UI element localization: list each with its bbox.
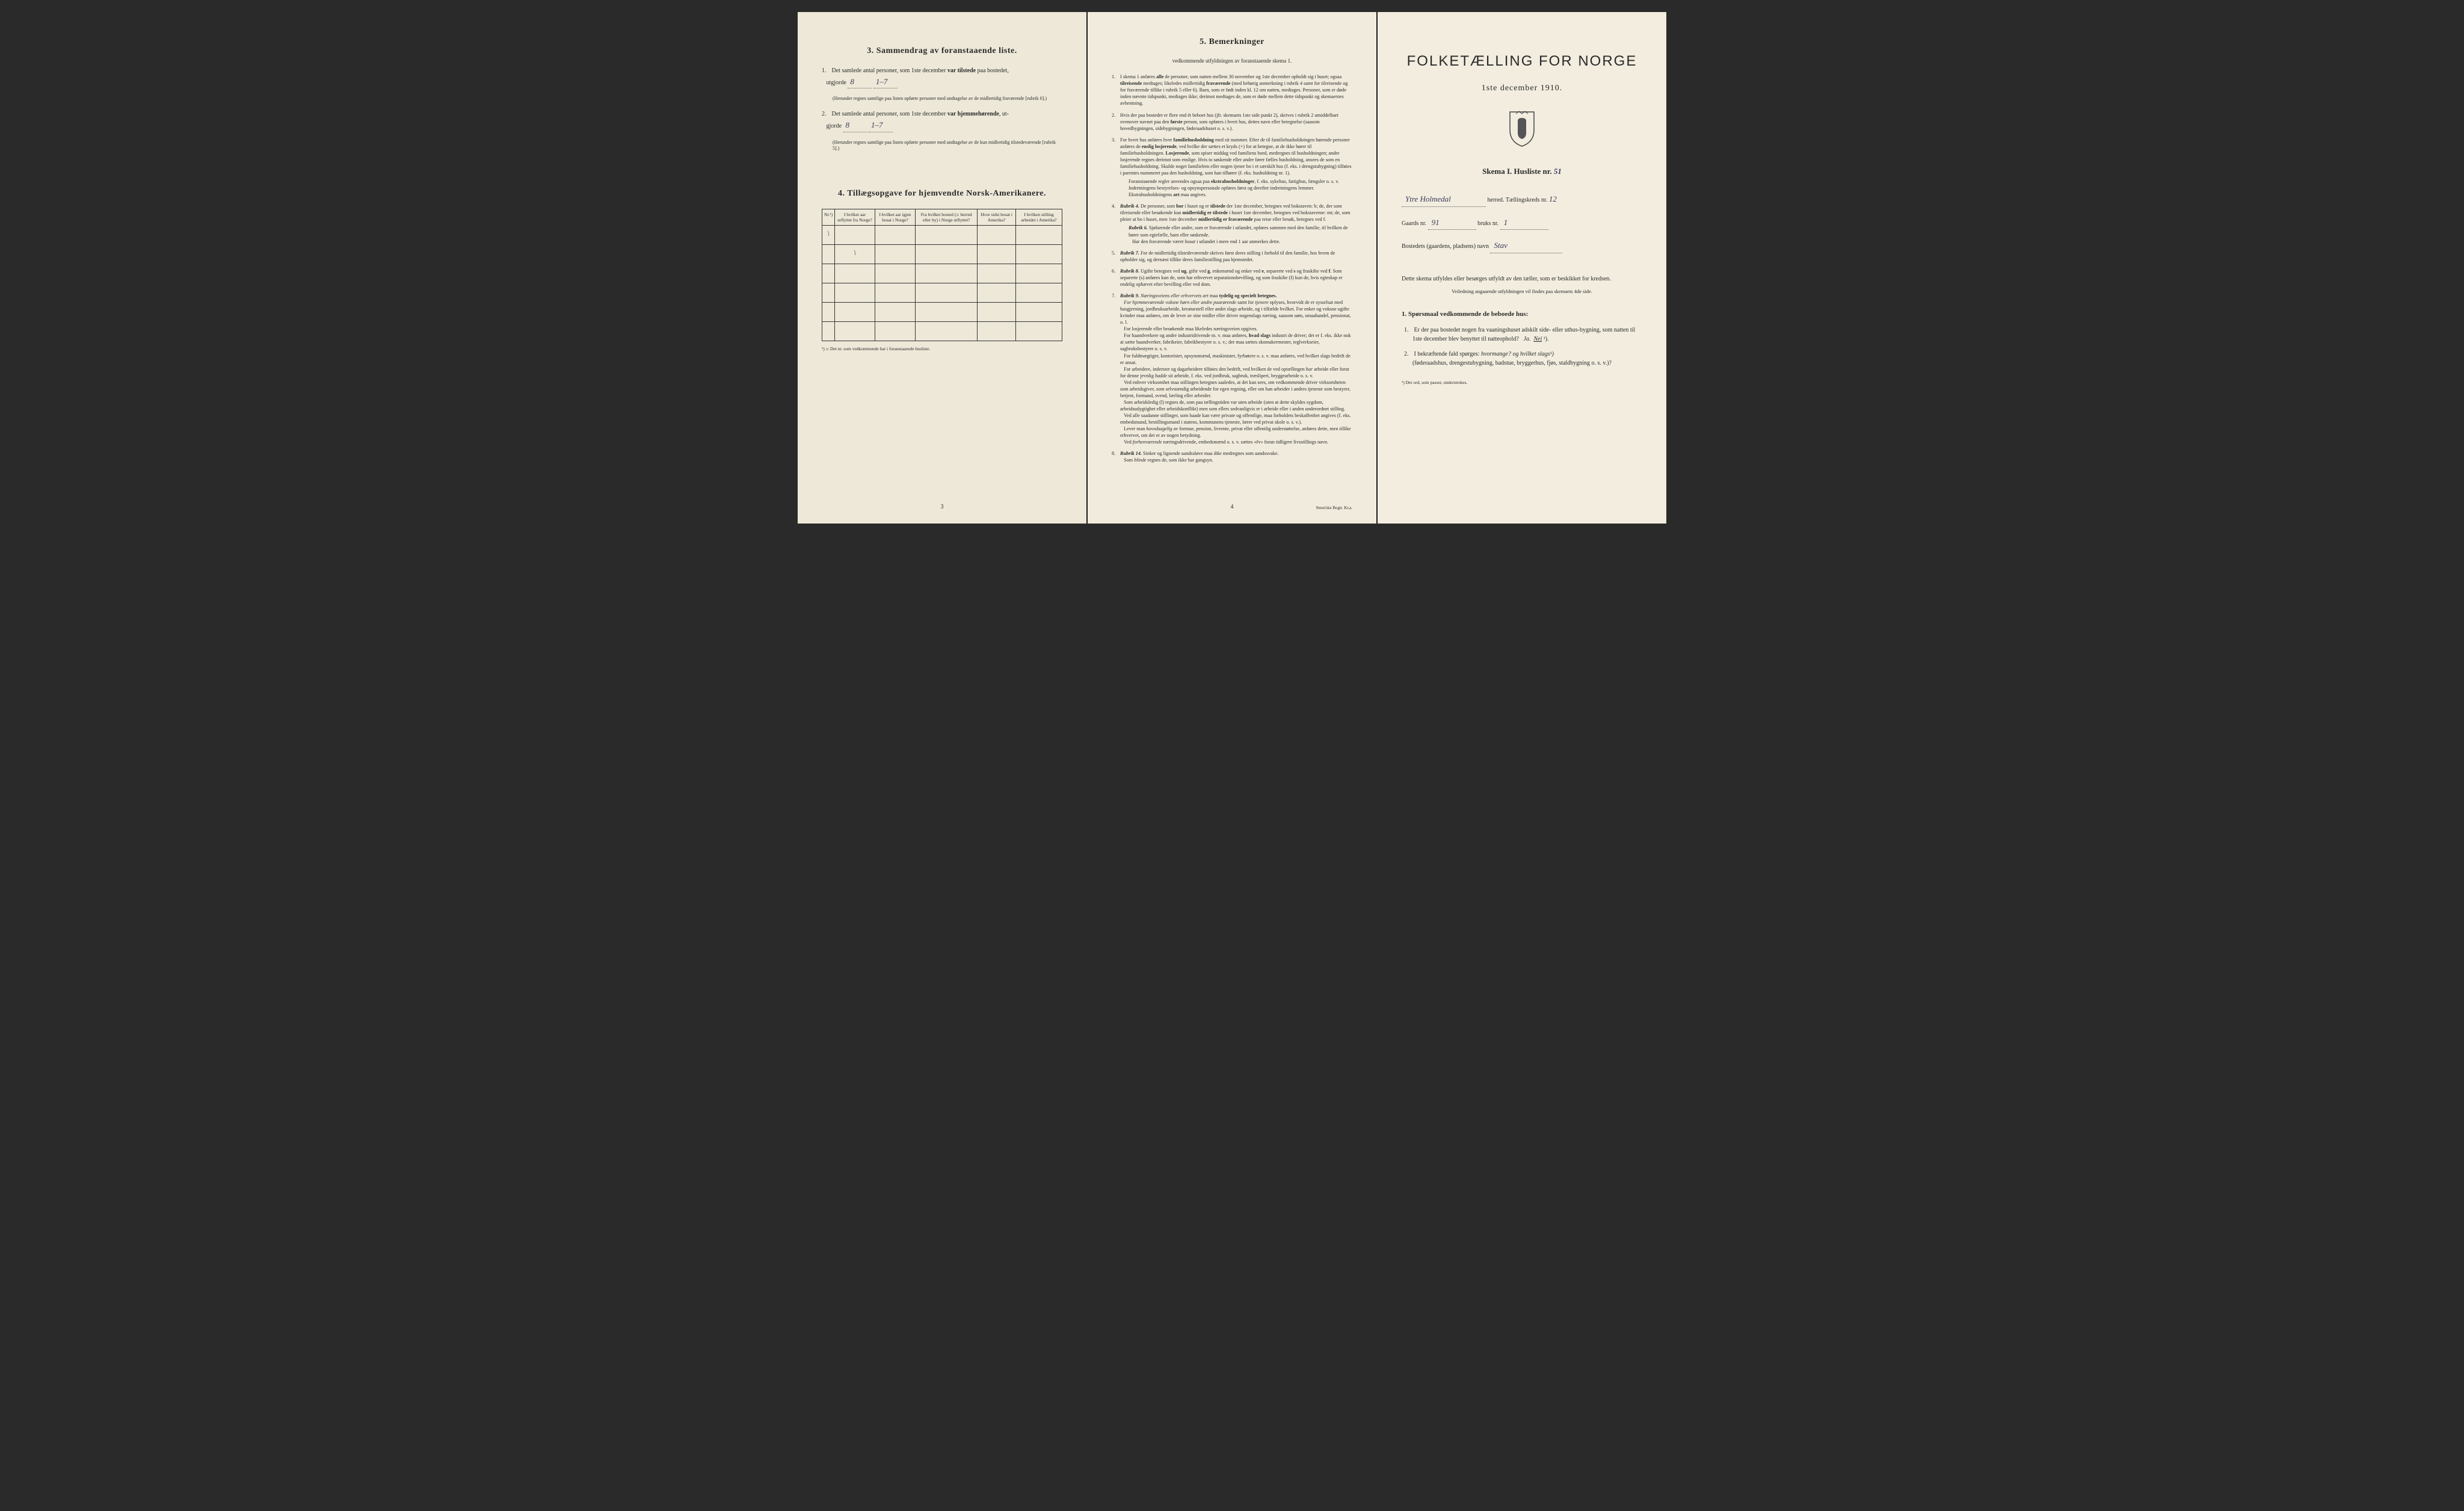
page-number: 3 [941, 503, 944, 511]
coat-of-arms-icon [1402, 109, 1642, 151]
summary-item-1: 1. Det samlede antal personer, som 1ste … [822, 66, 1062, 89]
table-row [822, 264, 1062, 283]
gaard-line: Gaards nr. 91 bruks nr. 1 [1402, 215, 1642, 230]
page-4: 5. Bemerkninger vedkommende utfyldningen… [1088, 12, 1376, 524]
remark-item: 6. Rubrik 8. Ugifte betegnes ved ug, gif… [1112, 268, 1352, 288]
remark-item: 4. Rubrik 4. De personer, som bor i huse… [1112, 203, 1352, 244]
page-cover: FOLKETÆLLING FOR NORGE 1ste december 191… [1378, 12, 1666, 524]
kreds-value: 12 [1549, 194, 1557, 203]
bosted-line: Bostedets (gaardens, pladsens) navn Stav [1402, 238, 1642, 253]
table-row [822, 321, 1062, 341]
table-header: I hvilket aar igjen bosat i Norge? [875, 209, 915, 225]
tilstede-count: 8 [848, 76, 872, 89]
table-header: I hvilken stilling arbeidet i Amerika? [1015, 209, 1062, 225]
question-1: 1. Er der paa bostedet nogen fra vaaning… [1412, 326, 1642, 344]
herred-line: Ytre Holmedal herred. Tællingskreds nr. … [1402, 192, 1642, 206]
table-header: Nr.¹) [822, 209, 835, 225]
remark-item: 5. Rubrik 7. For de midlertidig tilstede… [1112, 250, 1352, 263]
table-header: Hvor sidst bosat i Amerika? [978, 209, 1016, 225]
item-1-note: (Herunder regnes samtlige paa listen opf… [833, 96, 1062, 102]
footnote: ¹) Det ord, som passer, understrekes. [1402, 380, 1642, 386]
section-4-title: 4. Tillægsopgave for hjemvendte Norsk-Am… [822, 188, 1062, 200]
printer-mark: Steen'ske Bogtr. Kr.a. [1316, 505, 1352, 511]
gaard-value: 91 [1428, 215, 1476, 230]
instruction-sub: Veiledning angaaende utfyldningen vil fi… [1402, 288, 1642, 295]
instruction-text: Dette skema utfyldes eller besørges utfy… [1402, 274, 1642, 283]
hjemme-count: 8 [843, 119, 867, 132]
section-5-title: 5. Bemerkninger [1112, 36, 1352, 48]
census-date: 1ste december 1910. [1402, 82, 1642, 94]
tilstede-range: 1–7 [873, 76, 898, 89]
census-document: 3. Sammendrag av foranstaaende liste. 1.… [798, 12, 1666, 524]
amerikanere-table: Nr.¹) I hvilket aar utflyttet fra Norge?… [822, 209, 1062, 341]
item-2-note: (Herunder regnes samtlige paa listen opf… [833, 140, 1062, 152]
remark-item: 1. I skema 1 anføres alle de personer, s… [1112, 73, 1352, 107]
page-number: 4 [1231, 503, 1234, 511]
summary-item-2: 2. Det samlede antal personer, som 1ste … [822, 110, 1062, 132]
table-row [822, 302, 1062, 321]
remark-item: 2. Hvis der paa bostedet er flere end ét… [1112, 112, 1352, 132]
table-row [822, 283, 1062, 302]
remarks-list: 1. I skema 1 anføres alle de personer, s… [1112, 73, 1352, 463]
page-3: 3. Sammendrag av foranstaaende liste. 1.… [798, 12, 1086, 524]
herred-value: Ytre Holmedal [1402, 192, 1486, 206]
section-3-title: 3. Sammendrag av foranstaaende liste. [822, 45, 1062, 57]
remark-item: 3. For hvert hus anføres hver familiehus… [1112, 137, 1352, 199]
hjemme-range: 1–7 [869, 119, 893, 132]
question-2: 2. I bekræftende fald spørges: hvormange… [1412, 350, 1642, 368]
table-row: \ [822, 225, 1062, 244]
remark-item: 7. Rubrik 9. Næringsveiens eller erhverv… [1112, 292, 1352, 445]
table-header: I hvilket aar utflyttet fra Norge? [835, 209, 875, 225]
husliste-nr: 51 [1554, 167, 1562, 176]
questions-title: 1. Spørsmaal vedkommende de beboede hus: [1402, 310, 1642, 319]
nei-selected: Nei [1533, 336, 1542, 342]
main-title: FOLKETÆLLING FOR NORGE [1402, 51, 1642, 72]
table-row: \ [822, 244, 1062, 264]
remark-item: 8. Rubrik 14. Sinker og lignende aandssl… [1112, 450, 1352, 463]
table-header: Fra hvilket bosted (ɔ: herred eller by) … [916, 209, 978, 225]
section-5-subtitle: vedkommende utfyldningen av foranstaaend… [1112, 57, 1352, 65]
bruks-value: 1 [1500, 215, 1548, 230]
table-footnote: ¹) ɔ: Det nr. som vedkommende har i fora… [822, 346, 1062, 353]
skema-line: Skema I. Husliste nr. 51 [1402, 166, 1642, 177]
bosted-value: Stav [1490, 238, 1562, 253]
